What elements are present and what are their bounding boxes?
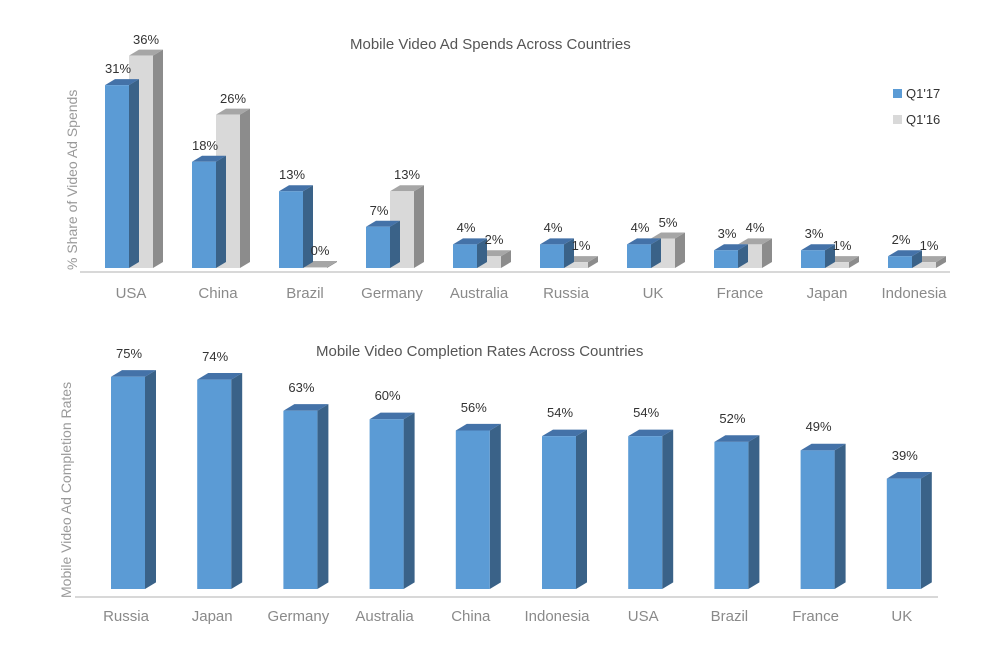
legend-label: Q1'17	[906, 85, 941, 101]
bar	[714, 435, 760, 589]
value-label-q116: 1%	[919, 238, 939, 254]
value-label: 75%	[115, 345, 143, 361]
chart-title: Mobile Video Completion Rates Across Cou…	[316, 343, 644, 360]
value-label-q116: 2%	[484, 232, 504, 248]
value-label-q117: 4%	[456, 220, 476, 236]
value-label-q117: 2%	[891, 232, 911, 248]
value-label: 54%	[633, 405, 660, 421]
ad-spends-chart: Mobile Video Ad Spends Across Countries …	[0, 0, 1000, 320]
value-label-q117: 7%	[369, 202, 389, 218]
bar	[279, 185, 313, 268]
x-tick-label: France	[792, 608, 839, 625]
value-label-q116: 36%	[132, 31, 160, 47]
value-label: 49%	[805, 419, 832, 435]
bar	[192, 155, 226, 268]
x-tick-label: France	[716, 285, 764, 302]
legend: Q1'17 Q1'16	[893, 80, 940, 132]
bar	[369, 412, 415, 589]
bar	[455, 423, 501, 589]
x-axis-line	[80, 271, 950, 273]
value-label: 74%	[202, 348, 229, 364]
x-tick-label: Japan	[806, 285, 848, 302]
x-tick-label: China	[451, 608, 491, 625]
value-label-q117: 4%	[543, 220, 563, 236]
bar	[453, 238, 487, 268]
value-label: 54%	[546, 405, 574, 421]
bar	[540, 238, 574, 268]
bars-area	[111, 370, 932, 589]
x-tick-label: Australia	[449, 285, 509, 302]
value-label: 56%	[460, 399, 487, 415]
value-label-q117: 4%	[630, 220, 650, 236]
value-label-q116: 0%	[310, 243, 330, 258]
value-label-q116: 1%	[832, 238, 852, 254]
bar	[801, 244, 835, 268]
value-label-q116: 13%	[393, 167, 421, 183]
chart-title: Mobile Video Ad Spends Across Countries	[350, 36, 631, 53]
value-label: 52%	[719, 410, 746, 426]
x-tick-label: USA	[627, 608, 659, 625]
bar	[283, 404, 329, 589]
x-tick-label: UK	[642, 285, 664, 302]
bar	[800, 443, 846, 589]
value-label-q116: 1%	[571, 238, 591, 254]
value-label-q116: 26%	[219, 90, 247, 106]
bar	[197, 372, 243, 589]
x-tick-label: UK	[891, 608, 913, 625]
value-label: 39%	[891, 447, 918, 463]
legend-swatch-q117	[893, 88, 902, 98]
bar	[366, 220, 400, 268]
completion-rates-chart: Mobile Video Completion Rates Across Cou…	[0, 330, 1000, 645]
value-label: 63%	[288, 379, 315, 395]
x-tick-label: Australia	[355, 608, 414, 625]
value-label-q116: 5%	[658, 214, 678, 230]
x-tick-label: Japan	[191, 608, 233, 625]
legend-item-q117: Q1'17	[893, 80, 940, 106]
value-label-q116: 4%	[745, 220, 765, 236]
legend-label: Q1'16	[906, 111, 941, 127]
bar	[714, 244, 748, 268]
bars-area	[105, 49, 946, 268]
bar	[542, 429, 587, 589]
x-tick-label: USA	[115, 285, 147, 302]
bar	[886, 472, 932, 589]
bar	[111, 370, 156, 589]
bar	[105, 79, 139, 268]
x-tick-label: Germany	[267, 608, 330, 625]
x-tick-label: Indonesia	[881, 285, 947, 302]
value-label-q117: 31%	[104, 61, 132, 77]
bar	[628, 429, 674, 589]
x-tick-label: Indonesia	[524, 608, 590, 625]
bar	[888, 250, 922, 268]
value-label-q117: 13%	[278, 167, 306, 183]
value-label-q117: 18%	[191, 137, 219, 153]
x-tick-label: Russia	[543, 285, 589, 302]
x-tick-label: Germany	[361, 285, 423, 302]
bar	[627, 238, 661, 268]
x-tick-label: Russia	[103, 608, 149, 625]
legend-swatch-q116	[893, 114, 902, 124]
value-label-q117: 3%	[804, 226, 824, 242]
x-tick-label: China	[198, 285, 238, 302]
value-label-q117: 3%	[717, 226, 737, 242]
x-tick-label: Brazil	[286, 285, 324, 302]
value-label: 60%	[374, 388, 401, 404]
x-tick-label: Brazil	[710, 608, 749, 625]
x-axis-line	[75, 596, 938, 598]
legend-item-q116: Q1'16	[893, 106, 940, 132]
